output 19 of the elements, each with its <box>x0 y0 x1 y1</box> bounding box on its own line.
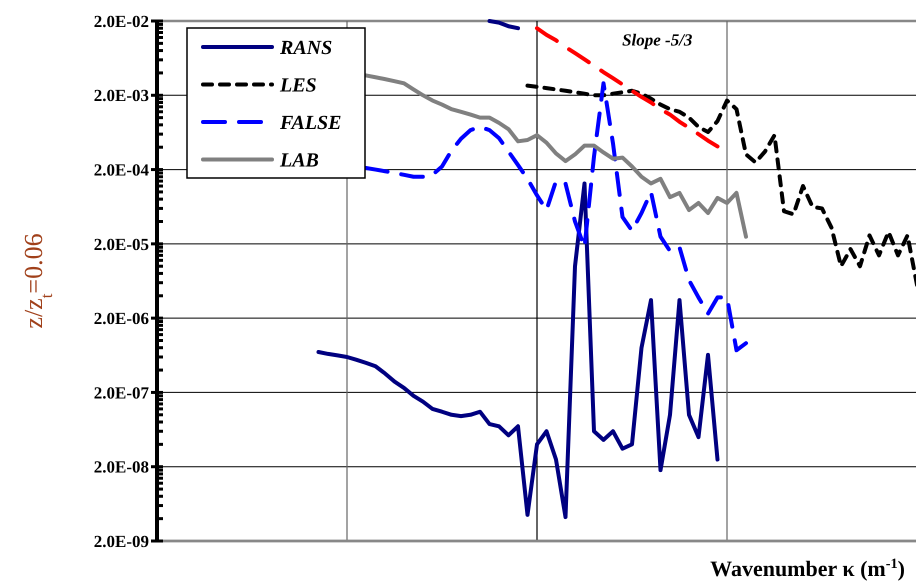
y-tick-label: 2.0E-05 <box>94 234 149 254</box>
y-tick-label: 2.0E-06 <box>94 309 149 328</box>
line-series <box>364 81 748 352</box>
x-axis-title: Wavenumber κ (m$^{-1}$) <box>710 556 905 581</box>
y-tick-label: 2.0E-04 <box>94 160 150 180</box>
y-tick-label: 2.0E-02 <box>94 12 149 31</box>
line-series <box>488 19 520 30</box>
y-tick-label: 2.0E-07 <box>94 383 150 402</box>
y-tick-label: 2.0E-08 <box>94 458 149 477</box>
annotation: Slope -5/3 <box>622 30 693 50</box>
legend-label: LES <box>279 74 317 96</box>
line-series <box>316 181 720 520</box>
legend-label: LAB <box>279 150 319 172</box>
legend-label: RANS <box>279 37 332 59</box>
line-series <box>364 73 748 239</box>
line-series <box>535 26 720 148</box>
legend-label: FALSE <box>279 112 342 134</box>
y-tick-label: 2.0E-09 <box>94 532 149 551</box>
y-tick-label: 2.0E-03 <box>94 86 149 106</box>
